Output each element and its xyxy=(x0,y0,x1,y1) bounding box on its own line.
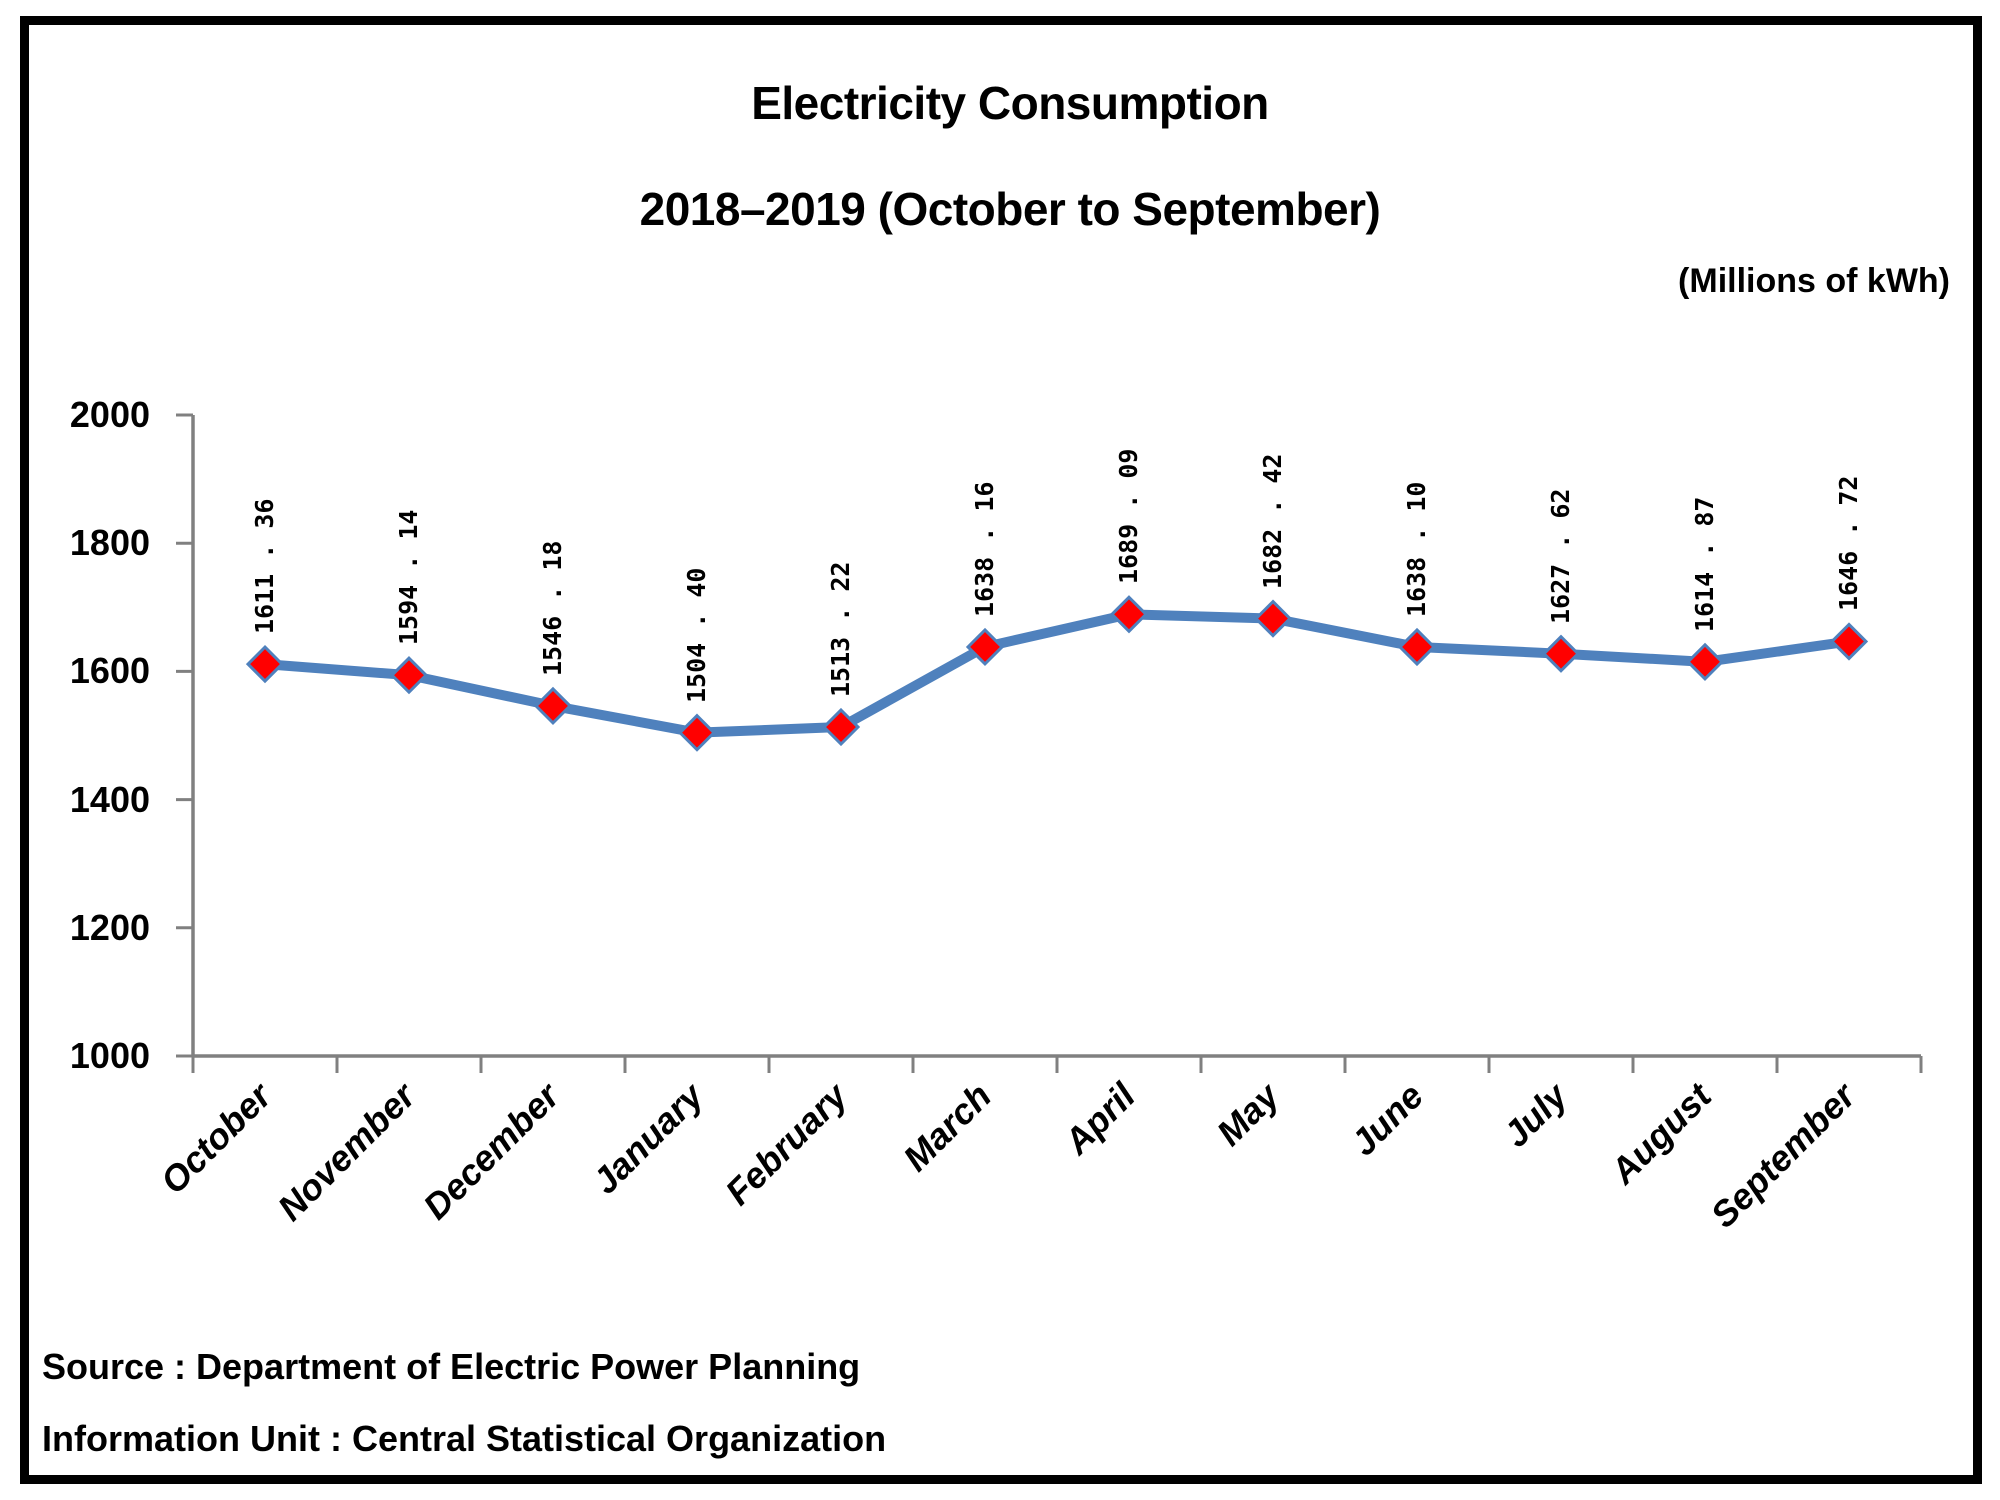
data-value-label: 1638 . 10 xyxy=(1402,481,1431,617)
data-point-marker xyxy=(965,627,1005,667)
data-value-label: 1504 . 40 xyxy=(682,567,711,703)
data-point-marker xyxy=(1397,627,1437,667)
data-value-label: 1627 . 62 xyxy=(1546,488,1575,624)
data-value-label: 1513 . 22 xyxy=(826,561,855,698)
data-value-label: 1614 . 87 xyxy=(1690,496,1719,632)
data-value-label: 1682 . 42 xyxy=(1258,453,1287,589)
y-axis-tick-label: 1400 xyxy=(69,778,150,820)
source-label: Source : Department of Electric Power Pl… xyxy=(42,1346,861,1387)
data-value-label: 1646 . 72 xyxy=(1834,475,1863,612)
y-axis-tick-label: 1000 xyxy=(69,1035,150,1076)
data-point-marker xyxy=(1685,642,1725,681)
data-point-marker xyxy=(1253,599,1293,638)
data-value-label: 1546 . 18 xyxy=(538,540,567,676)
chart-subtitle: 2018–2019 (October to September) xyxy=(639,183,1381,235)
y-axis-tick-label: 1600 xyxy=(69,650,150,692)
data-point-marker xyxy=(677,713,717,752)
data-point-marker xyxy=(245,644,285,684)
data-point-marker xyxy=(1829,622,1869,661)
data-point-marker xyxy=(1109,595,1149,634)
chart-title: Electricity Consumption xyxy=(751,77,1269,129)
y-axis-tick-label: 2000 xyxy=(69,394,150,435)
data-point-marker xyxy=(821,707,861,747)
data-value-label: 1594 . 14 xyxy=(394,509,423,646)
y-axis-tick-label: 1800 xyxy=(69,522,150,564)
data-point-marker xyxy=(389,656,429,695)
data-point-marker xyxy=(533,686,573,726)
unit-label: (Millions of kWh) xyxy=(1678,262,1950,300)
data-value-label: 1611 . 36 xyxy=(250,498,279,635)
data-value-label: 1638 . 16 xyxy=(970,481,999,617)
data-point-marker xyxy=(1541,634,1581,673)
data-line xyxy=(260,609,1854,738)
y-axis-tick-label: 1200 xyxy=(69,906,150,948)
info-unit-label: Information Unit : Central Statistical O… xyxy=(42,1418,887,1459)
data-value-label: 1689 . 09 xyxy=(1114,448,1143,585)
